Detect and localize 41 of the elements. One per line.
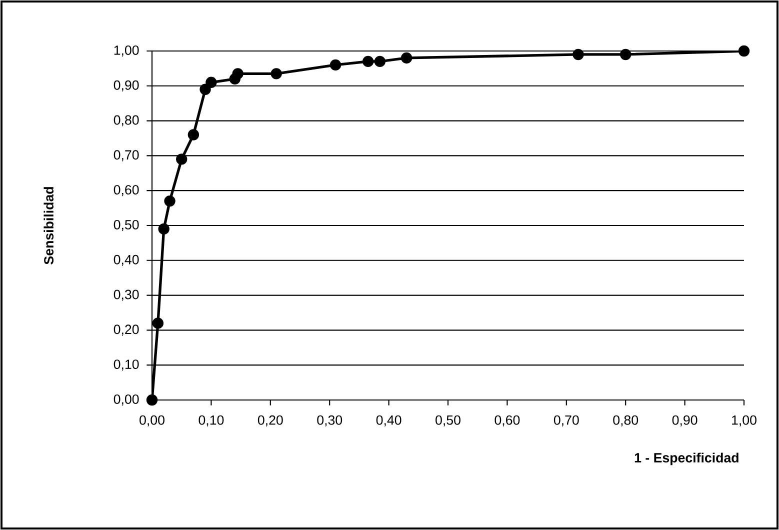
x-axis-title: 1 - Especificidad [634, 452, 738, 466]
x-tick-label: 0,60 [494, 415, 520, 426]
y-axis-title: Sensibilidad [44, 187, 54, 264]
point [206, 76, 217, 88]
y-tick-label: 0,70 [114, 150, 139, 162]
point [164, 195, 176, 207]
point [330, 59, 342, 71]
point [400, 52, 412, 64]
x-tick-label: 1,00 [732, 415, 756, 426]
point [572, 48, 584, 60]
y-tick-label: 0,00 [114, 394, 139, 406]
point [152, 318, 164, 329]
x-tick-label: 0,80 [613, 415, 638, 426]
point [270, 68, 282, 80]
y-tick-label: 1,00 [114, 45, 139, 57]
x-tick-label: 0,40 [376, 415, 402, 426]
point [200, 84, 211, 95]
x-tick-label: 0,00 [140, 415, 164, 426]
point [738, 45, 750, 57]
point [188, 129, 200, 140]
x-tick-label: 0,50 [436, 415, 460, 426]
y-tick-label: 0,40 [114, 254, 139, 266]
point [232, 68, 244, 80]
x-tick-label: 0,10 [198, 415, 224, 426]
point [374, 56, 386, 68]
y-tick-label: 0,80 [114, 115, 139, 126]
x-tick-label: 0,30 [317, 415, 342, 426]
point [620, 48, 632, 60]
y-tick-label: 0,50 [114, 220, 139, 232]
y-tick-label: 0,90 [114, 80, 139, 92]
point [362, 56, 374, 68]
point [146, 394, 158, 406]
point [176, 154, 188, 165]
point [158, 223, 170, 235]
x-tick-label: 0,70 [554, 415, 579, 426]
y-tick-label: 0,60 [114, 185, 139, 196]
y-tick-label: 0,30 [114, 290, 139, 301]
y-tick-label: 0,20 [114, 324, 139, 336]
x-tick-label: 0,20 [258, 415, 283, 426]
x-tick-label: 0,90 [672, 415, 698, 426]
y-tick-label: 0,10 [114, 360, 139, 371]
